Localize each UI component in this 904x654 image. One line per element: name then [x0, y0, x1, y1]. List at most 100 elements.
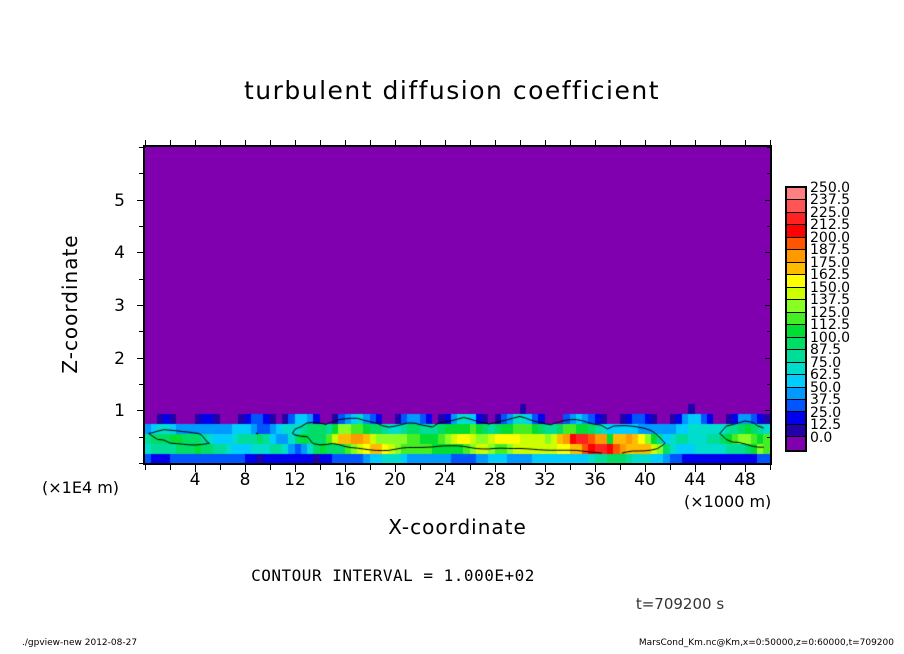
x-tick-mark-top [395, 140, 396, 147]
x-tick-label: 40 [634, 470, 656, 490]
colorbar-band [787, 212, 805, 226]
x-tick-mark [770, 465, 771, 470]
x-tick-label: 8 [239, 470, 251, 490]
y-tick-mark [139, 463, 144, 464]
x-tick-mark [170, 465, 171, 470]
x-tick-mark-top [545, 140, 546, 147]
y-tick-mark-right [767, 278, 772, 280]
colorbar-tick-label: 212.5 [810, 217, 851, 234]
colorbar-tick-label: 100.0 [810, 329, 851, 346]
colorbar-band [787, 337, 805, 351]
y-tick-mark-right [767, 173, 772, 175]
x-tick-label: 36 [584, 470, 606, 490]
x-tick-mark [645, 465, 646, 472]
x-tick-label: 48 [734, 470, 756, 490]
x-tick-mark-top [270, 140, 271, 145]
x-tick-mark [345, 465, 346, 472]
colorbar-band [787, 437, 805, 450]
colorbar-tick-label: 62.5 [810, 367, 842, 384]
x-tick-mark [495, 465, 496, 472]
chart-title: turbulent diffusion coefficient [243, 76, 661, 105]
y-tick-mark [137, 252, 144, 254]
colorbar-tick-label: 225.0 [810, 204, 851, 221]
y-tick-mark [139, 147, 144, 148]
colorbar-tick-label: 37.5 [810, 392, 842, 409]
x-tick-mark [520, 465, 521, 470]
x-tick-mark-top [670, 140, 671, 145]
y-tick-mark [139, 436, 144, 438]
y-tick-mark [137, 199, 144, 201]
x-tick-mark-top [145, 140, 146, 145]
colorbar-band [787, 275, 805, 288]
colorbar-tick-label: 137.5 [810, 292, 851, 309]
colorbar [785, 186, 807, 452]
y-tick-mark-right [767, 331, 772, 333]
colorbar-tick-label: 200.0 [810, 229, 851, 246]
x-tick-label: 32 [534, 470, 556, 490]
x-tick-mark-top [470, 140, 471, 145]
colorbar-band [787, 225, 805, 238]
colorbar-band [787, 287, 805, 301]
x-tick-mark [595, 465, 596, 472]
x-tick-label: 24 [434, 470, 456, 490]
y-tick-mark [139, 226, 144, 227]
colorbar-band [787, 399, 805, 413]
x-tick-mark [270, 465, 271, 470]
x-tick-mark [195, 465, 196, 472]
x-tick-mark [745, 465, 746, 472]
x-tick-label: 16 [334, 470, 356, 490]
y-tick-mark-right [767, 384, 772, 385]
colorbar-tick-label: 50.0 [810, 379, 842, 396]
y-tick-label: 1 [114, 401, 125, 422]
y-tick-mark-right [765, 252, 772, 254]
x-tick-mark-top [420, 140, 421, 145]
colorbar-tick-label: 25.0 [810, 404, 842, 421]
colorbar-tick-label: 237.5 [810, 192, 851, 209]
x-tick-mark-top [695, 140, 696, 147]
x-tick-mark-top [570, 140, 571, 145]
y-tick-mark [139, 331, 144, 333]
x-tick-mark-top [345, 140, 346, 147]
x-tick-mark [445, 465, 446, 472]
y-tick-mark-right [767, 463, 772, 464]
colorbar-tick-label: 162.5 [810, 267, 851, 284]
colorbar-tick-label: 87.5 [810, 342, 842, 359]
x-tick-mark-top [170, 140, 171, 145]
colorbar-band [787, 350, 805, 363]
x-tick-mark [420, 465, 421, 470]
contour-interval-label: CONTOUR INTERVAL = 1.000E+02 [251, 566, 535, 585]
time-label: t=709200 s [635, 595, 725, 613]
colorbar-band [787, 312, 805, 326]
x-tick-mark [320, 465, 321, 470]
colorbar-band [787, 412, 805, 425]
plot-area [143, 145, 772, 465]
x-tick-mark-top [245, 140, 246, 147]
y-tick-mark-right [765, 357, 772, 359]
x-tick-label: 12 [284, 470, 306, 490]
colorbar-tick-label: 175.0 [810, 254, 851, 271]
x-tick-mark [470, 465, 471, 470]
colorbar-band [787, 325, 805, 338]
y-tick-mark-right [765, 199, 772, 201]
colorbar-tick-label: 12.5 [810, 417, 842, 434]
colorbar-band [787, 362, 805, 376]
x-tick-mark-top [320, 140, 321, 145]
x-tick-mark [695, 465, 696, 472]
x-tick-mark [370, 465, 371, 470]
x-tick-mark [295, 465, 296, 472]
footer-right-text: MarsCond_Km.nc@Km,x=0:50000,z=0:60000,t=… [638, 638, 894, 648]
x-axis-unit: (×1000 m) [684, 492, 772, 511]
y-tick-mark [137, 357, 144, 359]
colorbar-band [787, 200, 805, 213]
y-axis-unit: (×1E4 m) [42, 478, 120, 497]
x-tick-label: 44 [684, 470, 706, 490]
y-tick-mark-right [765, 305, 772, 306]
x-tick-label: 28 [484, 470, 506, 490]
colorbar-band [787, 188, 805, 201]
y-tick-label: 4 [114, 243, 125, 264]
y-tick-mark [139, 278, 144, 280]
colorbar-tick-label: 150.0 [810, 279, 851, 296]
x-tick-mark-top [520, 140, 521, 145]
x-tick-mark-top [195, 140, 196, 147]
x-tick-mark [220, 465, 221, 470]
